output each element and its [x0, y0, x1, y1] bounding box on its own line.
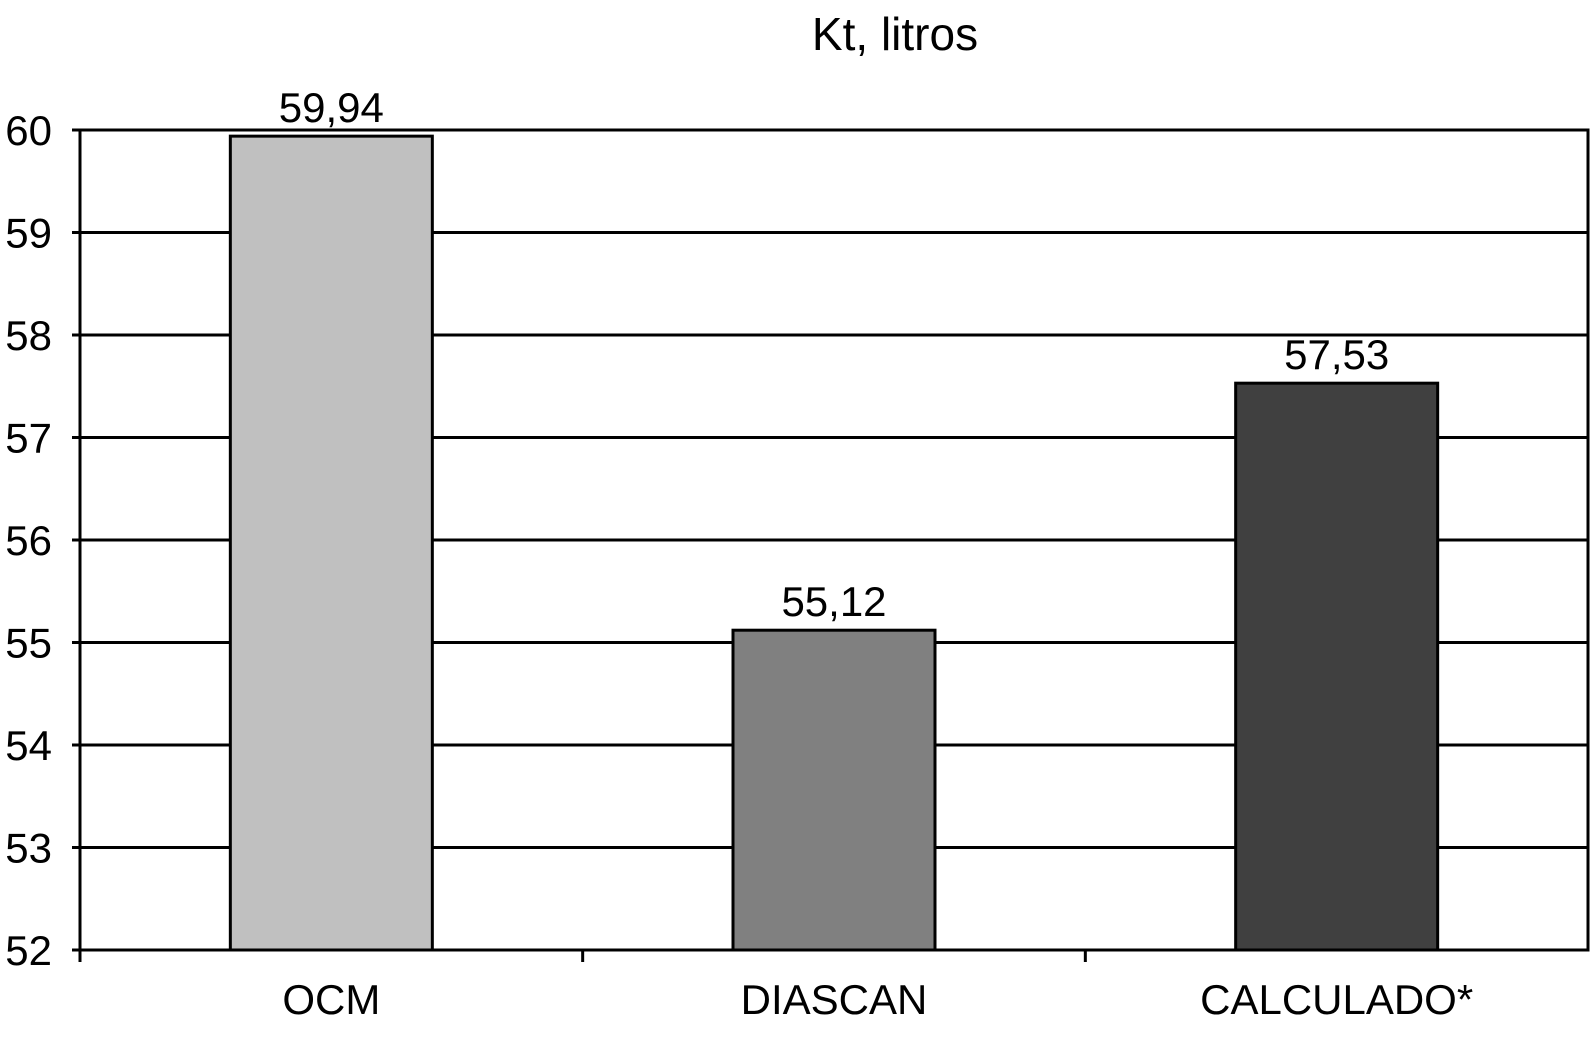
data-label: 59,94 — [279, 84, 384, 131]
y-tick-label: 57 — [5, 415, 52, 462]
bar-diascan — [731, 628, 937, 952]
y-tick-label: 56 — [5, 517, 52, 564]
data-label: 57,53 — [1284, 331, 1389, 378]
data-label: 55,12 — [781, 578, 886, 625]
bars — [228, 134, 1440, 952]
y-tick-label: 60 — [5, 107, 52, 154]
bar-ocm — [228, 134, 434, 952]
data-labels: 59,94 55,12 57,53 — [279, 84, 1389, 625]
plot-frame — [78, 128, 1590, 952]
x-tick-label: CALCULADO* — [1200, 976, 1473, 1023]
x-tick-label: DIASCAN — [741, 976, 928, 1023]
y-tick-label: 55 — [5, 620, 52, 667]
y-tick-label: 52 — [5, 927, 52, 974]
y-tick-label: 53 — [5, 825, 52, 872]
bar-calculado — [1234, 381, 1440, 952]
y-tick-label: 58 — [5, 312, 52, 359]
y-axis-ticks: 52 53 54 55 56 57 58 59 60 — [5, 107, 80, 974]
y-tick-label: 59 — [5, 210, 52, 257]
plot-border — [78, 128, 1590, 952]
x-axis-ticks: OCM DIASCAN CALCULADO* — [78, 950, 1473, 1023]
chart-title: Kt, litros — [812, 8, 978, 60]
y-tick-label: 54 — [5, 722, 52, 769]
x-tick-label: OCM — [282, 976, 380, 1023]
